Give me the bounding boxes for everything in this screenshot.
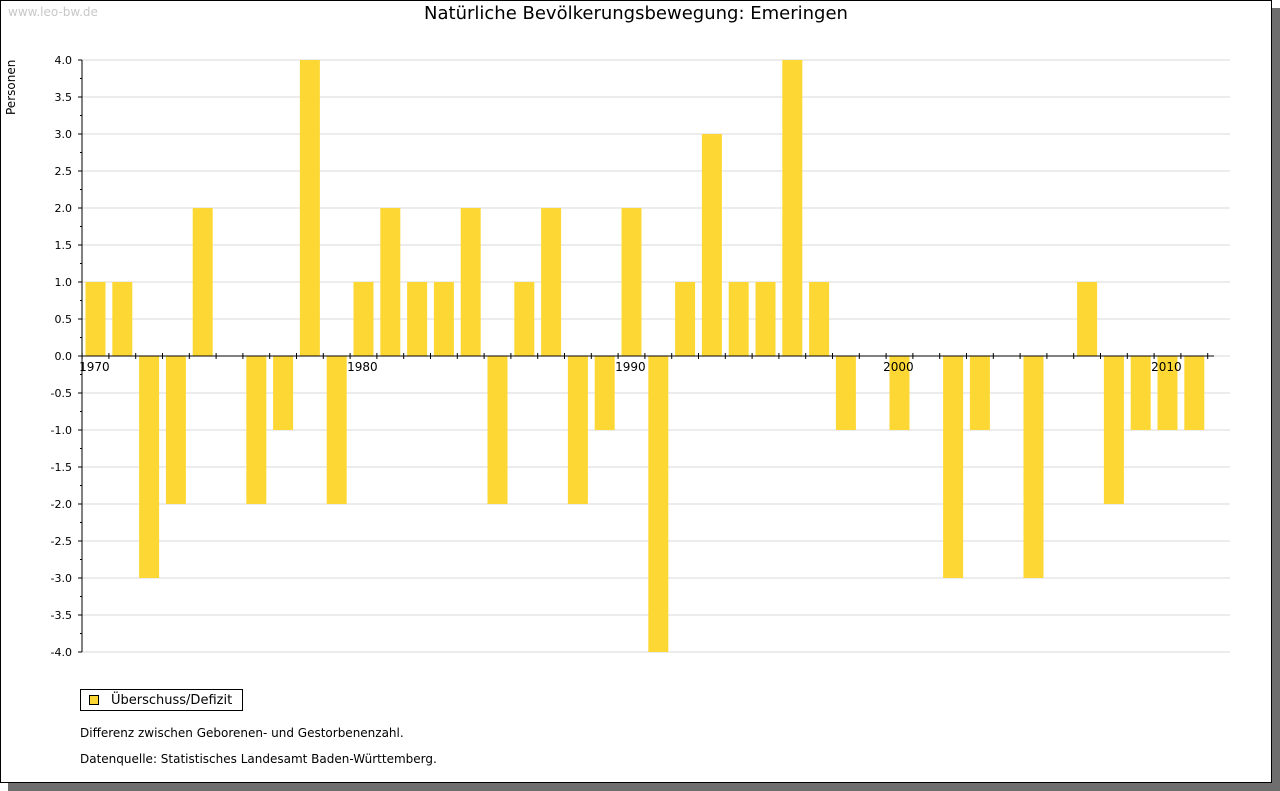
y-tick-label: 0.0	[55, 350, 73, 363]
bar	[621, 208, 642, 356]
y-tick-label: -0.5	[51, 387, 72, 400]
bar	[755, 282, 776, 356]
y-tick-label: -3.5	[51, 609, 72, 622]
y-tick-label: 2.5	[55, 165, 73, 178]
bar	[782, 60, 803, 356]
y-tick-label: 0.5	[55, 313, 73, 326]
bar	[728, 282, 749, 356]
bar	[809, 282, 830, 356]
y-tick-label: -1.5	[51, 461, 72, 474]
y-tick-label: 4.0	[55, 54, 73, 67]
bar	[460, 208, 481, 356]
bar	[969, 356, 990, 430]
y-tick-label: 1.5	[55, 239, 73, 252]
bar	[1103, 356, 1124, 504]
bar	[273, 356, 294, 430]
bar	[407, 282, 428, 356]
bar	[353, 282, 374, 356]
bar	[433, 282, 454, 356]
y-tick-label: -3.0	[51, 572, 72, 585]
bar	[299, 60, 320, 356]
x-tick-label: 1980	[347, 360, 378, 374]
source-note: Datenquelle: Statistisches Landesamt Bad…	[80, 752, 437, 766]
bar	[165, 356, 186, 504]
description-note: Differenz zwischen Geborenen- und Gestor…	[80, 726, 404, 740]
y-tick-label: 2.0	[55, 202, 73, 215]
bar	[487, 356, 508, 504]
bar	[192, 208, 213, 356]
bar	[1184, 356, 1205, 430]
bar	[112, 282, 133, 356]
y-tick-label: 1.0	[55, 276, 73, 289]
x-tick-label: 1970	[79, 360, 110, 374]
x-tick-label: 1990	[615, 360, 646, 374]
bar	[380, 208, 401, 356]
bar	[675, 282, 696, 356]
bar	[326, 356, 347, 504]
bar	[85, 282, 106, 356]
bar	[943, 356, 964, 578]
y-tick-label: -1.0	[51, 424, 72, 437]
bar	[1157, 356, 1178, 430]
bar	[1023, 356, 1044, 578]
y-tick-label: -2.5	[51, 535, 72, 548]
watermark: www.leo-bw.de	[8, 5, 98, 19]
bar	[594, 356, 615, 430]
bar	[648, 356, 669, 652]
frame-shadow-right	[1272, 8, 1280, 791]
legend[interactable]: Überschuss/Defizit	[80, 689, 244, 711]
bar	[514, 282, 535, 356]
frame-shadow-bottom	[8, 783, 1280, 791]
bar	[1130, 356, 1151, 430]
y-tick-label: 3.5	[55, 91, 73, 104]
bar	[246, 356, 267, 504]
y-tick-label: -4.0	[51, 646, 72, 659]
bar	[889, 356, 910, 430]
bar	[835, 356, 856, 430]
x-tick-label: 2000	[883, 360, 914, 374]
bar	[701, 134, 722, 356]
bar	[541, 208, 562, 356]
bar	[139, 356, 160, 578]
y-tick-label: 3.0	[55, 128, 73, 141]
chart-title: Natürliche Bevölkerungsbewegung: Emering…	[424, 3, 848, 24]
bar	[1077, 282, 1098, 356]
legend-swatch	[89, 695, 99, 705]
y-tick-label: -2.0	[51, 498, 72, 511]
bar	[567, 356, 588, 504]
x-tick-label: 2010	[1151, 360, 1182, 374]
legend-label: Überschuss/Defizit	[111, 692, 233, 708]
